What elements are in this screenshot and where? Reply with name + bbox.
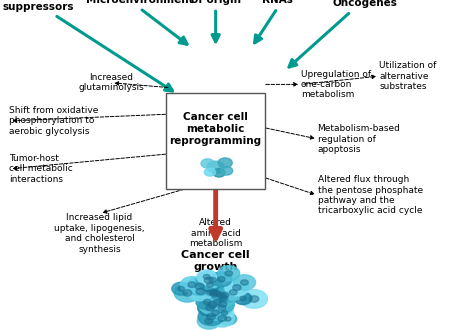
- Circle shape: [196, 294, 219, 310]
- Circle shape: [183, 290, 192, 296]
- Text: Tumor
suppressors: Tumor suppressors: [2, 0, 73, 12]
- Circle shape: [203, 299, 211, 305]
- Circle shape: [181, 277, 203, 293]
- Circle shape: [204, 168, 216, 176]
- Circle shape: [174, 284, 201, 302]
- Circle shape: [225, 317, 231, 321]
- Circle shape: [197, 270, 217, 284]
- Circle shape: [207, 313, 216, 320]
- Circle shape: [203, 285, 224, 299]
- Circle shape: [213, 168, 225, 177]
- Circle shape: [197, 313, 220, 329]
- Circle shape: [216, 292, 224, 298]
- Circle shape: [206, 290, 214, 295]
- Circle shape: [213, 287, 237, 303]
- Circle shape: [249, 296, 259, 302]
- Text: Microenvironment: Microenvironment: [86, 0, 194, 5]
- Circle shape: [202, 286, 223, 300]
- Circle shape: [241, 280, 248, 285]
- Circle shape: [205, 305, 227, 320]
- Circle shape: [218, 305, 226, 310]
- Circle shape: [213, 299, 221, 305]
- Circle shape: [234, 275, 255, 290]
- Circle shape: [210, 310, 235, 327]
- Circle shape: [196, 271, 221, 289]
- Circle shape: [241, 290, 267, 308]
- Circle shape: [188, 282, 196, 288]
- Text: Tissue
of origin: Tissue of origin: [191, 0, 241, 5]
- Circle shape: [187, 277, 212, 295]
- Circle shape: [220, 166, 233, 175]
- Circle shape: [240, 296, 246, 301]
- Circle shape: [209, 291, 216, 295]
- Circle shape: [213, 291, 235, 307]
- Circle shape: [200, 285, 220, 300]
- Circle shape: [205, 294, 229, 310]
- Circle shape: [218, 266, 240, 281]
- FancyBboxPatch shape: [166, 93, 265, 189]
- Circle shape: [212, 290, 221, 296]
- Circle shape: [209, 277, 216, 282]
- Circle shape: [212, 289, 234, 304]
- Circle shape: [207, 283, 213, 287]
- Circle shape: [207, 287, 225, 299]
- Circle shape: [210, 296, 235, 313]
- Text: Altered
amino acid
metabolism: Altered amino acid metabolism: [189, 218, 242, 248]
- Circle shape: [218, 277, 225, 282]
- Circle shape: [205, 318, 213, 324]
- Circle shape: [205, 285, 228, 302]
- Circle shape: [198, 307, 224, 326]
- Circle shape: [234, 292, 252, 305]
- Circle shape: [198, 299, 223, 316]
- Circle shape: [218, 315, 227, 321]
- Circle shape: [201, 159, 214, 168]
- Circle shape: [221, 310, 228, 315]
- Circle shape: [195, 283, 204, 289]
- Text: Tumor-host
cell metabolic
interactions: Tumor-host cell metabolic interactions: [9, 154, 73, 184]
- Circle shape: [208, 302, 217, 308]
- Circle shape: [207, 161, 224, 173]
- Circle shape: [210, 289, 217, 294]
- Circle shape: [199, 295, 226, 314]
- Circle shape: [172, 282, 191, 295]
- Circle shape: [215, 307, 234, 319]
- Circle shape: [221, 292, 229, 298]
- Circle shape: [209, 287, 232, 303]
- Text: Cancer cell
metabolic
reprogramming: Cancer cell metabolic reprogramming: [170, 113, 262, 146]
- Circle shape: [203, 274, 210, 279]
- Text: Altered flux through
the pentose phosphate
pathway and the
tricarboxylic acid cy: Altered flux through the pentose phospha…: [318, 175, 423, 215]
- Text: Utilization of
alternative
substrates: Utilization of alternative substrates: [379, 61, 437, 91]
- Circle shape: [211, 300, 233, 315]
- Text: Upregulation of
one-carbon
metabolism: Upregulation of one-carbon metabolism: [301, 70, 371, 99]
- Circle shape: [212, 310, 219, 315]
- Circle shape: [203, 287, 225, 302]
- Text: Increased
glutaminolysis: Increased glutaminolysis: [79, 73, 144, 92]
- Circle shape: [187, 282, 214, 301]
- Circle shape: [196, 288, 205, 295]
- Circle shape: [225, 271, 233, 276]
- Text: Shift from oxidative
phosphorylation to
aerobic glycolysis: Shift from oxidative phosphorylation to …: [9, 106, 99, 136]
- Circle shape: [220, 296, 228, 301]
- Circle shape: [219, 302, 227, 307]
- Circle shape: [204, 277, 213, 283]
- Circle shape: [201, 278, 219, 292]
- Circle shape: [225, 279, 249, 296]
- Text: Cancer cell
growth: Cancer cell growth: [182, 250, 250, 271]
- Circle shape: [211, 272, 232, 287]
- Circle shape: [233, 285, 241, 291]
- Circle shape: [219, 294, 227, 299]
- Circle shape: [202, 272, 223, 287]
- Circle shape: [218, 158, 232, 168]
- Text: Oncogenes: Oncogenes: [333, 0, 397, 8]
- Circle shape: [206, 305, 215, 311]
- Text: Increased lipid
uptake, lipogenesis,
and cholesterol
synthesis: Increased lipid uptake, lipogenesis, and…: [54, 213, 145, 254]
- Circle shape: [219, 313, 237, 325]
- Circle shape: [178, 286, 184, 291]
- Circle shape: [210, 292, 218, 297]
- Circle shape: [212, 291, 219, 295]
- Text: Metabolism-based
regulation of
apoptosis: Metabolism-based regulation of apoptosis: [318, 124, 401, 154]
- Circle shape: [222, 285, 245, 300]
- Text: Non-coding
RNAs: Non-coding RNAs: [244, 0, 311, 5]
- Circle shape: [229, 290, 237, 295]
